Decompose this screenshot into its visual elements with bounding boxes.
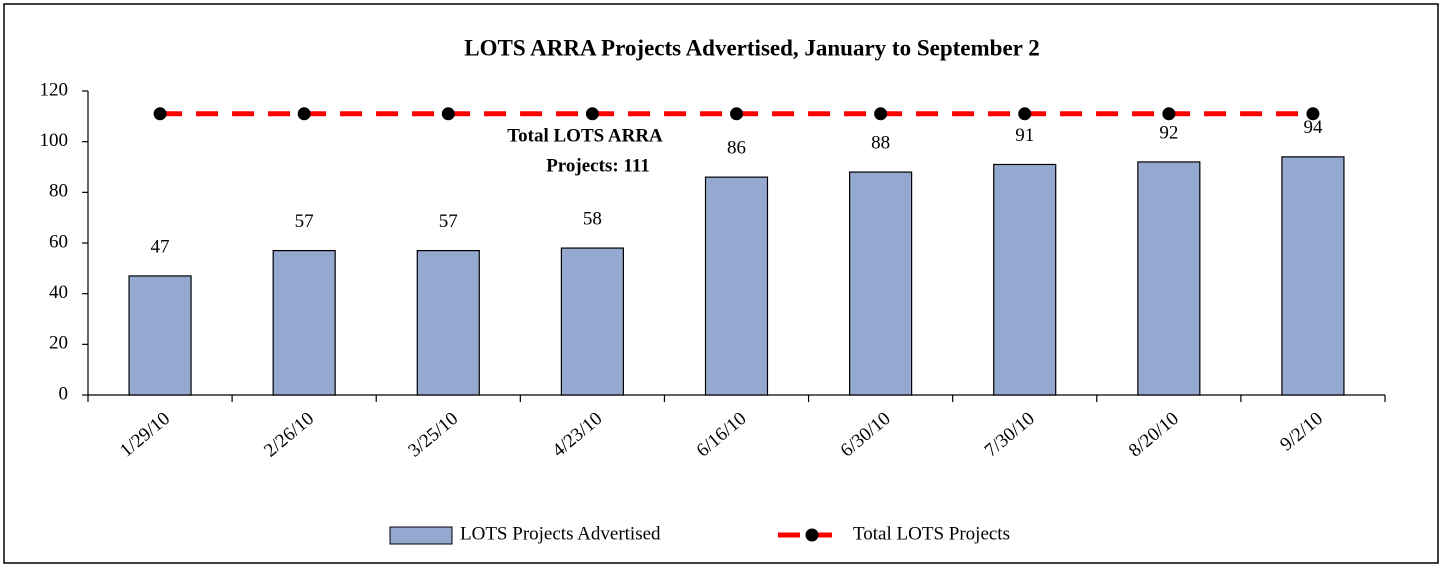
data-label: 86: [727, 137, 746, 158]
line-marker: [1018, 107, 1032, 121]
bar: [993, 163, 1057, 396]
legend-swatch-marker: [805, 528, 819, 542]
line-marker: [874, 107, 888, 121]
bar: [128, 275, 192, 396]
data-label: 47: [151, 236, 170, 257]
bar: [1137, 161, 1201, 396]
line-marker: [730, 107, 743, 121]
bar: [1281, 156, 1345, 396]
y-tick-label: 100: [40, 130, 69, 151]
legend-label: LOTS Projects Advertised: [460, 523, 661, 544]
y-tick-label: 80: [49, 181, 68, 202]
bar: [416, 250, 480, 396]
bar: [560, 247, 624, 396]
y-tick-label: 20: [49, 333, 68, 354]
data-label: 92: [1159, 122, 1178, 143]
data-label: 58: [583, 208, 602, 229]
line-marker: [441, 107, 455, 121]
data-label: 91: [1015, 125, 1034, 146]
data-label: 94: [1303, 117, 1323, 138]
bar: [272, 250, 336, 396]
legend-label: Total LOTS Projects: [853, 523, 1010, 544]
bar: [849, 171, 913, 396]
y-tick-label: 60: [49, 231, 68, 252]
line-marker: [153, 107, 167, 121]
line-marker: [1306, 107, 1320, 121]
y-tick-label: 0: [59, 383, 69, 404]
annotation: Total LOTS ARRA: [507, 125, 663, 146]
y-tick-label: 40: [49, 282, 68, 303]
line-marker: [585, 107, 599, 121]
data-label: 57: [295, 211, 314, 232]
bar: [704, 176, 769, 396]
y-tick-label: 120: [40, 79, 69, 100]
legend-swatch: [389, 526, 453, 545]
chart-title: LOTS ARRA Projects Advertised, January t…: [464, 35, 1039, 60]
line-marker: [1162, 107, 1176, 121]
data-label: 88: [871, 132, 890, 153]
data-label: 57: [439, 211, 458, 232]
line-marker: [297, 107, 311, 121]
annotation: Projects: 111: [546, 155, 650, 176]
